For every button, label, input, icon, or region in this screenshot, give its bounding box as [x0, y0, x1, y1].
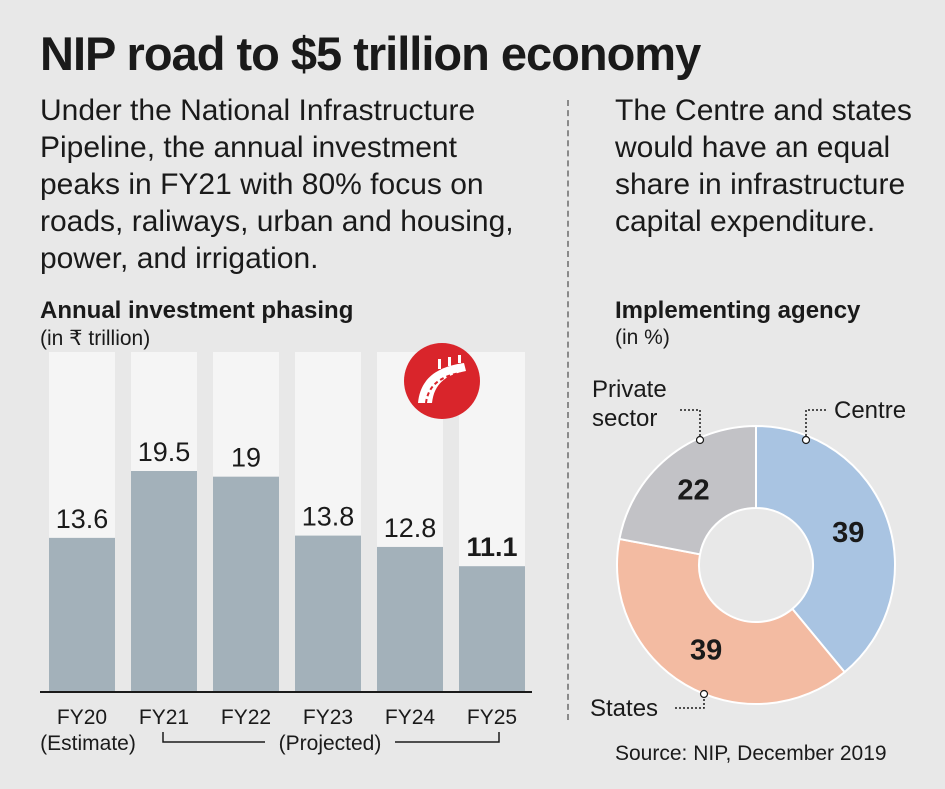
bar-value-label: 19.5 — [138, 437, 191, 467]
estimate-label: (Estimate) — [40, 732, 136, 755]
centre-leader-line — [805, 409, 828, 440]
private-leader-dot — [695, 435, 705, 445]
page-title: NIP road to $5 trillion economy — [40, 27, 701, 80]
states-leader-line — [675, 694, 705, 709]
bar-FY21 — [131, 471, 197, 692]
private-label-line2: sector — [592, 405, 657, 432]
bar-FY23 — [295, 535, 361, 692]
bar-FY22 — [213, 476, 279, 692]
bar-chart-title: Annual investment phasing — [40, 297, 354, 324]
x-tick-label: FY24 — [385, 706, 436, 729]
slice-value-label: 39 — [690, 634, 722, 666]
x-tick-label: FY20 — [57, 706, 107, 729]
slice-value-label: 39 — [832, 517, 864, 549]
bar-FY25 — [459, 566, 525, 692]
projected-label-bg — [265, 726, 395, 752]
intro-right: The Centre and states would have an equa… — [615, 94, 912, 238]
bar-FY20 — [49, 537, 115, 692]
centre-leader-dot — [801, 435, 811, 445]
bar-FY24 — [377, 546, 443, 692]
bar-value-label: 13.6 — [56, 504, 109, 534]
private-label-line1: Private — [592, 376, 667, 403]
intro-left: Under the National Infrastructure Pipeli… — [40, 94, 514, 275]
x-tick-label: FY25 — [467, 706, 517, 729]
column-divider — [567, 100, 569, 720]
pie-chart-title: Implementing agency — [615, 297, 861, 324]
bar-value-label: 11.1 — [466, 532, 517, 562]
x-tick-label: FY23 — [303, 706, 353, 729]
road-logo-icon — [404, 343, 480, 419]
bar-chart-unit: (in ₹ trillion) — [40, 327, 151, 350]
pie-chart-unit: (in %) — [615, 326, 670, 349]
slice-private-sector — [618, 424, 757, 556]
bar-value-label: 13.8 — [302, 502, 355, 532]
bar-value-label: 19 — [231, 443, 261, 473]
x-tick-label: FY21 — [139, 706, 189, 729]
bar-value-label: 12.8 — [384, 513, 437, 543]
projected-label: (Projected) — [279, 732, 382, 755]
states-label: States — [590, 695, 658, 722]
slice-states — [616, 537, 847, 705]
states-leader-dot — [699, 689, 709, 699]
slice-value-label: 22 — [677, 474, 709, 506]
x-tick-label: FY22 — [221, 706, 271, 729]
slice-centre — [755, 424, 896, 674]
centre-label: Centre — [834, 397, 906, 424]
source-note: Source: NIP, December 2019 — [615, 742, 887, 765]
private-leader-line — [680, 409, 701, 440]
